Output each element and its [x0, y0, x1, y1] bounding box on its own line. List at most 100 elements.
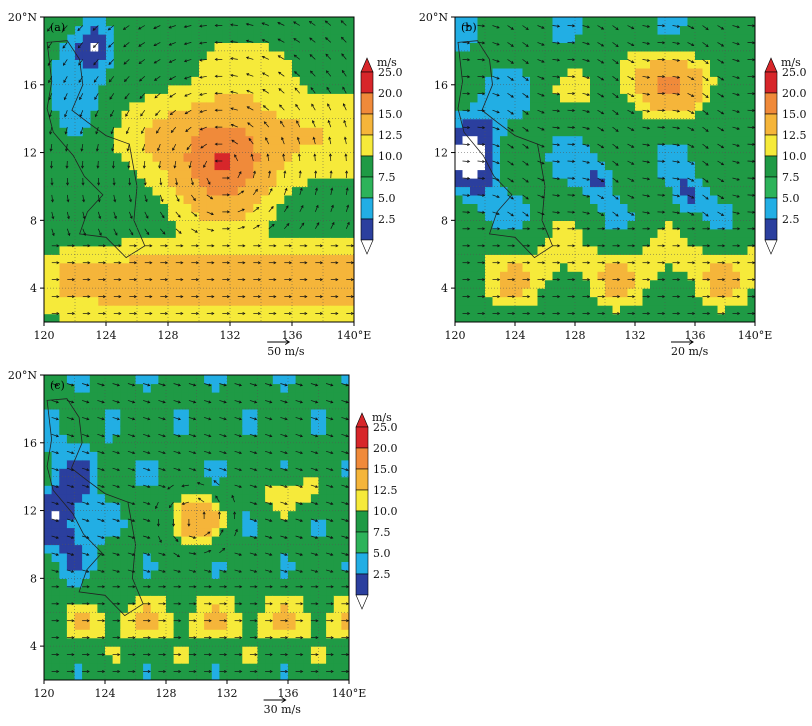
colorbar-segment — [360, 176, 374, 199]
x-tick-label: 132 — [220, 329, 241, 342]
colorbar-level: 25.0 — [378, 66, 403, 79]
y-tick-label: 12 — [23, 505, 37, 518]
y-tick-label: 16 — [23, 437, 37, 450]
colorbar: 25.0 20.0 15.0 12.5 10.0 7.5 5.0 2.5 m/s — [360, 56, 403, 255]
y-tick-label: 8 — [441, 214, 448, 227]
x-tick-label: 128 — [565, 329, 586, 342]
y-tick-label: 20°N — [419, 11, 448, 24]
reference-vector-label: 50 m/s — [267, 345, 305, 358]
colorbar-level: 10.0 — [373, 505, 398, 518]
panel-label: (a) — [50, 21, 65, 34]
panel-label: (b) — [461, 21, 477, 34]
x-tick-label: 132 — [217, 687, 238, 700]
x-tick-label: 120 — [34, 329, 55, 342]
reference-vector-label: 20 m/s — [671, 345, 709, 358]
reference-arrowhead — [688, 339, 694, 345]
x-tick-label: 124 — [505, 329, 526, 342]
coastline — [46, 398, 144, 617]
colorbar-segment — [355, 426, 369, 449]
x-tick-label: 136 — [685, 329, 706, 342]
colorbar-level: 5.0 — [782, 192, 800, 205]
colorbar-level: 7.5 — [782, 171, 800, 184]
x-tick-label: 140°E — [738, 329, 773, 342]
colorbar-level: 2.5 — [378, 213, 396, 226]
coastline — [46, 40, 146, 259]
colorbar-segment — [360, 218, 374, 241]
colorbar-top-arrow — [355, 412, 369, 428]
colorbar-segment — [355, 447, 369, 470]
colorbar-segment — [360, 71, 374, 94]
x-tick-label: 140°E — [337, 329, 372, 342]
colorbar-segment — [764, 134, 778, 157]
y-tick-label: 8 — [30, 214, 37, 227]
colorbar-segment — [355, 468, 369, 491]
colorbar-units: m/s — [372, 411, 392, 424]
colorbar-segment — [355, 510, 369, 533]
colorbar-bottom-arrow — [355, 594, 369, 610]
y-tick-label: 12 — [434, 147, 448, 160]
reference-arrowhead — [281, 697, 287, 703]
wind-field — [44, 17, 354, 322]
y-tick-label: 4 — [30, 640, 37, 653]
wind-vectors — [47, 20, 354, 316]
coastline — [457, 40, 553, 259]
colorbar-segment — [355, 552, 369, 575]
colorbar-units: m/s — [377, 56, 397, 69]
y-tick-label: 4 — [30, 282, 37, 295]
colorbar-level: 25.0 — [782, 66, 807, 79]
colorbar-segment — [360, 197, 374, 220]
y-tick-label: 4 — [441, 282, 448, 295]
colorbar-segment — [355, 489, 369, 512]
colorbar-segment — [764, 197, 778, 220]
wind-field — [44, 375, 349, 680]
reference-arrowhead — [284, 339, 291, 345]
colorbar-segment — [764, 218, 778, 241]
x-tick-label: 120 — [34, 687, 55, 700]
colorbar-level: 25.0 — [373, 421, 398, 434]
colorbar-units: m/s — [781, 56, 801, 69]
y-tick-label: 8 — [30, 572, 37, 585]
plot-frame — [43, 374, 350, 681]
colorbar-level: 20.0 — [373, 442, 398, 455]
gridlines — [44, 17, 354, 322]
y-tick-label: 16 — [434, 79, 448, 92]
wind-field — [455, 17, 755, 322]
x-tick-label: 132 — [625, 329, 646, 342]
colorbar-level: 7.5 — [378, 171, 396, 184]
y-tick-label: 16 — [23, 79, 37, 92]
colorbar-segment — [764, 155, 778, 178]
colorbar-segment — [764, 92, 778, 115]
colorbar-segment — [360, 92, 374, 115]
colorbar-level: 12.5 — [782, 129, 807, 142]
colorbar-level: 10.0 — [782, 150, 807, 163]
colorbar-top-arrow — [360, 57, 374, 73]
x-tick-label: 124 — [95, 687, 116, 700]
plot-frame — [43, 16, 355, 323]
x-tick-label: 128 — [156, 687, 177, 700]
colorbar-level: 15.0 — [782, 108, 807, 121]
colorbar-top-arrow — [764, 57, 778, 73]
colorbar-segment — [764, 113, 778, 136]
x-tick-label: 128 — [158, 329, 179, 342]
colorbar-level: 15.0 — [373, 463, 398, 476]
colorbar-level: 2.5 — [782, 213, 800, 226]
x-tick-label: 136 — [282, 329, 303, 342]
reference-vector-label: 30 m/s — [264, 703, 302, 716]
panel-label: (c) — [50, 379, 65, 392]
plot-frame — [454, 16, 756, 323]
colorbar-segment — [355, 531, 369, 554]
colorbar-level: 7.5 — [373, 526, 391, 539]
wind-vectors — [51, 383, 349, 674]
colorbar-level: 5.0 — [373, 547, 391, 560]
colorbar-segment — [360, 134, 374, 157]
colorbar: 25.0 20.0 15.0 12.5 10.0 7.5 5.0 2.5 m/s — [355, 411, 398, 610]
colorbar-bottom-arrow — [360, 239, 374, 255]
x-tick-label: 120 — [445, 329, 466, 342]
colorbar-segment — [360, 155, 374, 178]
colorbar-segment — [360, 113, 374, 136]
colorbar-level: 2.5 — [373, 568, 391, 581]
